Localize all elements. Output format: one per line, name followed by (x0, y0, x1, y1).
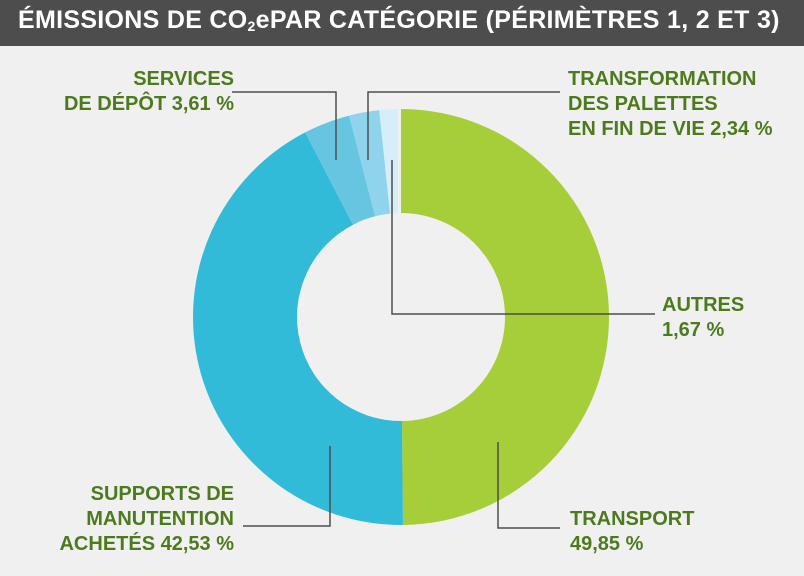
chart-title: ÉMISSIONS DE CO2ePAR CATÉGORIE (PÉRIMÈTR… (18, 6, 780, 34)
label-autres-line-2: 1,67 % (662, 319, 725, 341)
label-services-line-1: SERVICES (133, 68, 234, 90)
donut-slice-3 (305, 115, 376, 225)
leader-lines (232, 91, 655, 529)
leader-line-services (232, 91, 337, 160)
label-transport-line-2: 49,85 % (570, 533, 644, 555)
donut-slices (193, 107, 610, 526)
label-supports-line-3: ACHETÉS 42,53 % (59, 533, 234, 555)
leader-line-supports (243, 446, 331, 527)
label-autres: AUTRES 1,67 % (662, 293, 744, 343)
label-services-line-2: DE DÉPÔT 3,61 % (63, 93, 234, 115)
leader-line-transport (497, 442, 560, 529)
leader-line-autres (391, 160, 655, 315)
label-supports-line-1: SUPPORTS DE (90, 483, 234, 505)
label-transport: TRANSPORT 49,85 % (570, 507, 694, 557)
donut-slice-5 (379, 109, 401, 214)
label-services: SERVICES DE DÉPÔT 3,61 % (64, 67, 234, 117)
label-transport-line-1: TRANSPORT (570, 508, 695, 530)
label-supports-line-2: MANUTENTION (86, 508, 234, 530)
donut-slice-1 (401, 109, 610, 525)
label-palettes-line-2: DES PALETTES (568, 93, 718, 115)
leader-line-palettes (367, 91, 560, 160)
donut-slice-2 (193, 132, 403, 526)
label-palettes-line-1: TRANSFORMATION (568, 68, 757, 90)
label-supports: SUPPORTS DE MANUTENTION ACHETÉS 42,53 % (59, 482, 234, 557)
label-palettes: TRANSFORMATION DES PALETTES EN FIN DE VI… (568, 67, 773, 142)
label-autres-line-1: AUTRES (662, 294, 745, 316)
title-bar: ÉMISSIONS DE CO2ePAR CATÉGORIE (PÉRIMÈTR… (0, 0, 804, 46)
donut-slice-4 (349, 110, 391, 217)
label-palettes-line-3: EN FIN DE VIE 2,34 % (568, 118, 773, 140)
donut-top-gap (398, 107, 401, 215)
